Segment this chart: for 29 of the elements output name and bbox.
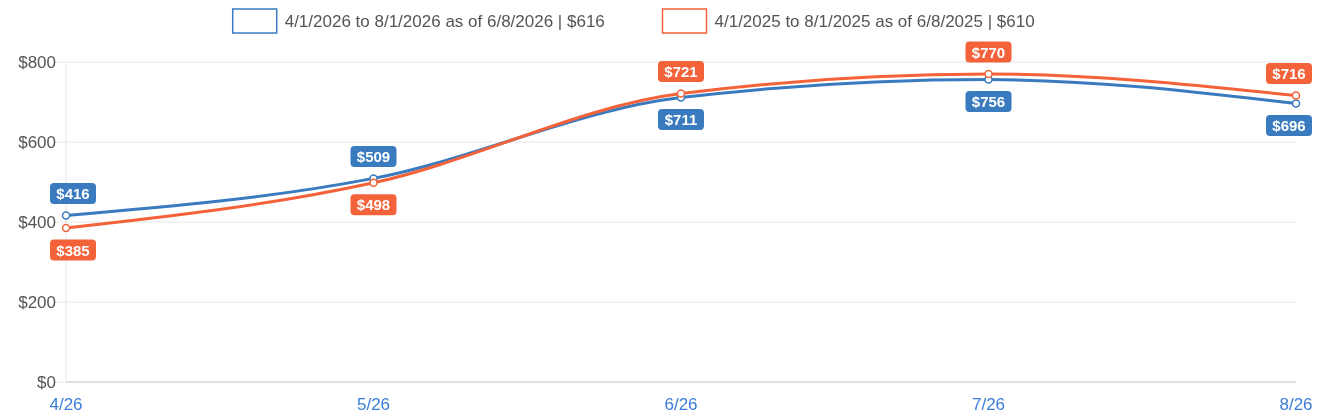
data-label: $498 — [356, 196, 391, 214]
data-label: $509 — [356, 147, 391, 165]
y-tick-label: $800 — [18, 53, 56, 72]
point — [369, 178, 378, 188]
data-label: $696 — [1272, 117, 1306, 135]
point — [1291, 91, 1301, 100]
y-tick-label: $600 — [18, 133, 56, 152]
point — [984, 69, 993, 79]
data-label: $716 — [1272, 65, 1306, 83]
y-tick-label: $200 — [18, 293, 56, 312]
point — [61, 223, 71, 233]
x-tick-label: 6/26 — [664, 395, 698, 414]
data-label: $770 — [971, 43, 1006, 61]
x-tick-label: 8/26 — [1279, 395, 1313, 414]
y-tick-label: $400 — [18, 213, 56, 232]
legend-label: 4/1/2026 to 8/1/2026 as of 6/8/2026 | $616 — [284, 12, 605, 31]
x-tick-label: 4/26 — [49, 395, 83, 414]
x-tick-label: 7/26 — [971, 395, 1006, 414]
legend-label: 4/1/2025 to 8/1/2025 as of 6/8/2025 | $610 — [714, 12, 1035, 31]
point — [1291, 99, 1301, 108]
point — [676, 89, 686, 98]
point — [61, 211, 71, 220]
data-label: $711 — [664, 111, 698, 129]
data-label: $721 — [664, 63, 698, 81]
data-label: $385 — [56, 241, 90, 259]
data-label: $416 — [56, 185, 90, 203]
y-tick-label: $0 — [37, 373, 56, 392]
x-tick-label: 5/26 — [356, 395, 391, 414]
data-label: $756 — [971, 93, 1006, 111]
